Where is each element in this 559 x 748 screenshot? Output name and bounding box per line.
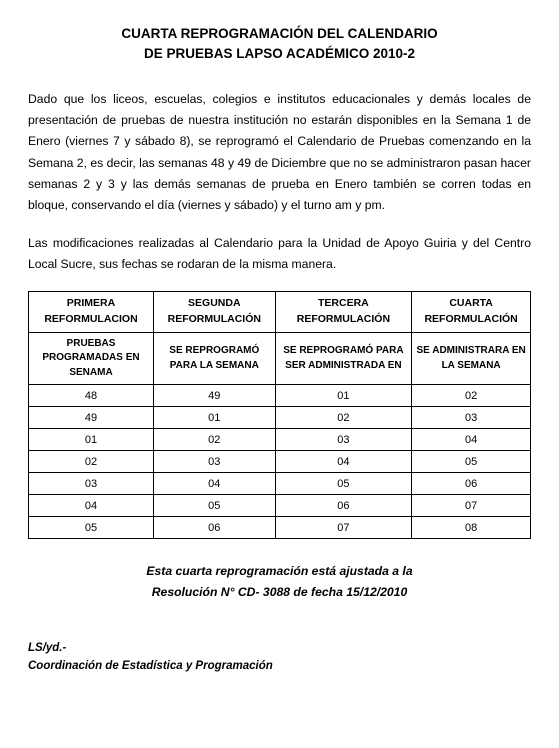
title-line-2: DE PRUEBAS LAPSO ACADÉMICO 2010-2 [144,46,415,61]
signature-initials: LS/yd.- [28,642,66,654]
table-row: 48490102 [29,385,531,407]
table-cell: 07 [275,517,412,539]
table-cell: 06 [154,517,276,539]
table-row: 49010203 [29,407,531,429]
reformulation-table: PRIMERA REFORMULACION SEGUNDA REFORMULAC… [28,291,531,539]
table-row: 03040506 [29,473,531,495]
table-cell: 03 [412,407,531,429]
table-body: 4849010249010203010203040203040503040506… [29,385,531,539]
table-cell: 49 [154,385,276,407]
table-cell: 03 [154,451,276,473]
table-cell: 05 [412,451,531,473]
table-cell: 04 [275,451,412,473]
subheader-col-4: SE ADMINISTRARA EN LA SEMANA [412,332,531,385]
table-cell: 06 [275,495,412,517]
header-col-3: TERCERA REFORMULACIÓN [275,292,412,333]
title-line-1: CUARTA REPROGRAMACIÓN DEL CALENDARIO [121,26,437,41]
footnote-line-1: Esta cuarta reprogramación está ajustada… [146,564,412,578]
table-cell: 04 [412,429,531,451]
table-cell: 08 [412,517,531,539]
table-cell: 05 [154,495,276,517]
table-cell: 48 [29,385,154,407]
header-col-1: PRIMERA REFORMULACION [29,292,154,333]
header-col-4: CUARTA REFORMULACIÓN [412,292,531,333]
header-col-2: SEGUNDA REFORMULACIÓN [154,292,276,333]
table-row: 01020304 [29,429,531,451]
table-cell: 01 [154,407,276,429]
table-cell: 02 [412,385,531,407]
table-cell: 49 [29,407,154,429]
table-cell: 02 [275,407,412,429]
document-title: CUARTA REPROGRAMACIÓN DEL CALENDARIO DE … [28,24,531,65]
table-cell: 01 [29,429,154,451]
subheader-col-3: SE REPROGRAMÓ PARA SER ADMINISTRADA EN [275,332,412,385]
signature-block: LS/yd.- Coordinación de Estadística y Pr… [28,639,531,676]
table-cell: 02 [29,451,154,473]
subheader-col-2: SE REPROGRAMÓ PARA LA SEMANA [154,332,276,385]
table-cell: 06 [412,473,531,495]
table-cell: 04 [29,495,154,517]
paragraph-1: Dado que los liceos, escuelas, colegios … [28,89,531,217]
table-cell: 03 [29,473,154,495]
table-cell: 01 [275,385,412,407]
subheader-col-1: PRUEBAS PROGRAMADAS EN SENAMA [29,332,154,385]
table-header-row: PRIMERA REFORMULACION SEGUNDA REFORMULAC… [29,292,531,333]
table-subheader-row: PRUEBAS PROGRAMADAS EN SENAMA SE REPROGR… [29,332,531,385]
table-cell: 07 [412,495,531,517]
paragraph-2: Las modificaciones realizadas al Calenda… [28,233,531,276]
table-row: 04050607 [29,495,531,517]
table-row: 05060708 [29,517,531,539]
table-cell: 03 [275,429,412,451]
table-cell: 02 [154,429,276,451]
footnote: Esta cuarta reprogramación está ajustada… [28,561,531,602]
table-cell: 04 [154,473,276,495]
table-row: 02030405 [29,451,531,473]
footnote-line-2: Resolución N° CD- 3088 de fecha 15/12/20… [152,585,408,599]
table-cell: 05 [29,517,154,539]
table-cell: 05 [275,473,412,495]
signature-department: Coordinación de Estadística y Programaci… [28,660,273,672]
